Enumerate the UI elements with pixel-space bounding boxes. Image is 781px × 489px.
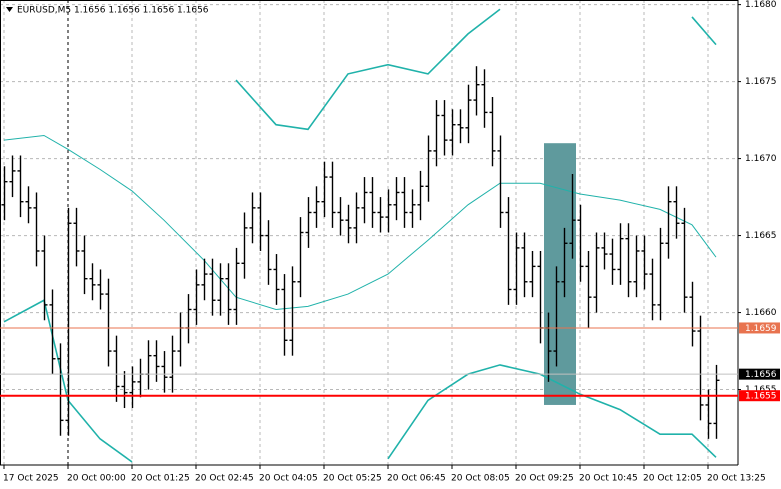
x-tick-label: 20 Oct 10:45 [579, 474, 638, 484]
x-tick-label: 20 Oct 09:25 [515, 474, 574, 484]
y-tick-label: 1.1655 [745, 385, 777, 395]
chart-title: EURUSD,M5 1.1656 1.1656 1.1656 1.1656 [17, 6, 209, 16]
x-tick-label: 20 Oct 08:05 [451, 474, 510, 484]
x-tick-label: 20 Oct 02:45 [195, 474, 254, 484]
price-level-box [739, 322, 780, 334]
x-tick-label: 20 Oct 06:45 [387, 474, 446, 484]
y-tick-label: 1.1665 [745, 231, 777, 241]
band-middle [3, 134, 717, 310]
y-tick-label: 1.1660 [745, 308, 777, 318]
x-tick-label: 20 Oct 00:00 [67, 474, 126, 484]
x-tick-label: 17 Oct 2025 [3, 474, 59, 484]
band-upper [235, 8, 717, 131]
title-arrow [6, 7, 13, 12]
x-tick-label: 20 Oct 01:25 [131, 474, 190, 484]
price-level-label: 1.1659 [745, 324, 777, 334]
x-tick-label: 20 Oct 05:25 [323, 474, 382, 484]
y-tick-label: 1.1670 [745, 154, 777, 164]
x-tick-label: 20 Oct 04:05 [259, 474, 318, 484]
highlight-zone [544, 143, 576, 405]
x-tick-label: 20 Oct 12:05 [643, 474, 702, 484]
x-tick-label: 20 Oct 13:25 [707, 474, 766, 484]
price-level-label: 1.1655 [745, 392, 777, 402]
price-level-box [739, 368, 780, 380]
price-level-box [739, 390, 780, 402]
y-tick-label: 1.1680 [745, 0, 777, 10]
y-tick-label: 1.1675 [745, 77, 777, 87]
price-level-label: 1.1656 [745, 370, 777, 380]
